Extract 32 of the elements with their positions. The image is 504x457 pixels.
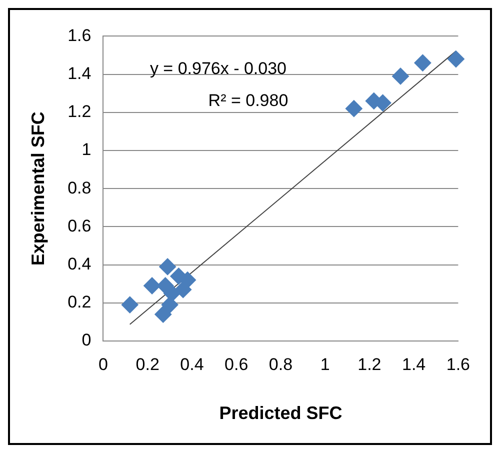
x-tick-label: 1.4	[402, 354, 426, 374]
y-tick-label: 1.6	[68, 26, 92, 45]
point	[161, 296, 178, 314]
point	[159, 258, 176, 276]
x-tick-label: 1	[320, 354, 330, 374]
y-tick-label: 0.4	[68, 254, 92, 274]
point	[154, 306, 172, 323]
y-axis-title: Experimental SFC	[28, 112, 48, 266]
x-tick-label: 0.4	[180, 354, 204, 374]
point	[144, 277, 161, 294]
point	[447, 50, 464, 68]
point	[345, 100, 362, 118]
point	[414, 54, 432, 72]
annotation: R² = 0.980	[208, 91, 288, 110]
x-tick-label: 0.6	[224, 354, 248, 374]
x-tick-label: 0	[98, 354, 108, 374]
x-tick-label: 0.2	[136, 354, 160, 374]
y-tick-label: 1.4	[68, 64, 92, 83]
y-tick-label: 0	[82, 330, 92, 350]
point	[121, 296, 138, 314]
x-tick-label: 1.2	[358, 354, 382, 374]
x-axis-title: Predicted SFC	[219, 403, 342, 424]
point	[164, 284, 181, 302]
y-tick-label: 0.2	[68, 292, 92, 312]
x-tick-label: 1.6	[446, 354, 470, 374]
y-tick-label: 1	[82, 140, 92, 160]
y-tick-label: 0.8	[68, 178, 92, 198]
annotation: y = 0.976x - 0.030	[150, 59, 287, 78]
point	[392, 68, 410, 85]
y-tick-label: 0.6	[68, 216, 92, 236]
y-tick-label: 1.2	[68, 102, 92, 122]
x-tick-label: 0.8	[268, 354, 293, 374]
